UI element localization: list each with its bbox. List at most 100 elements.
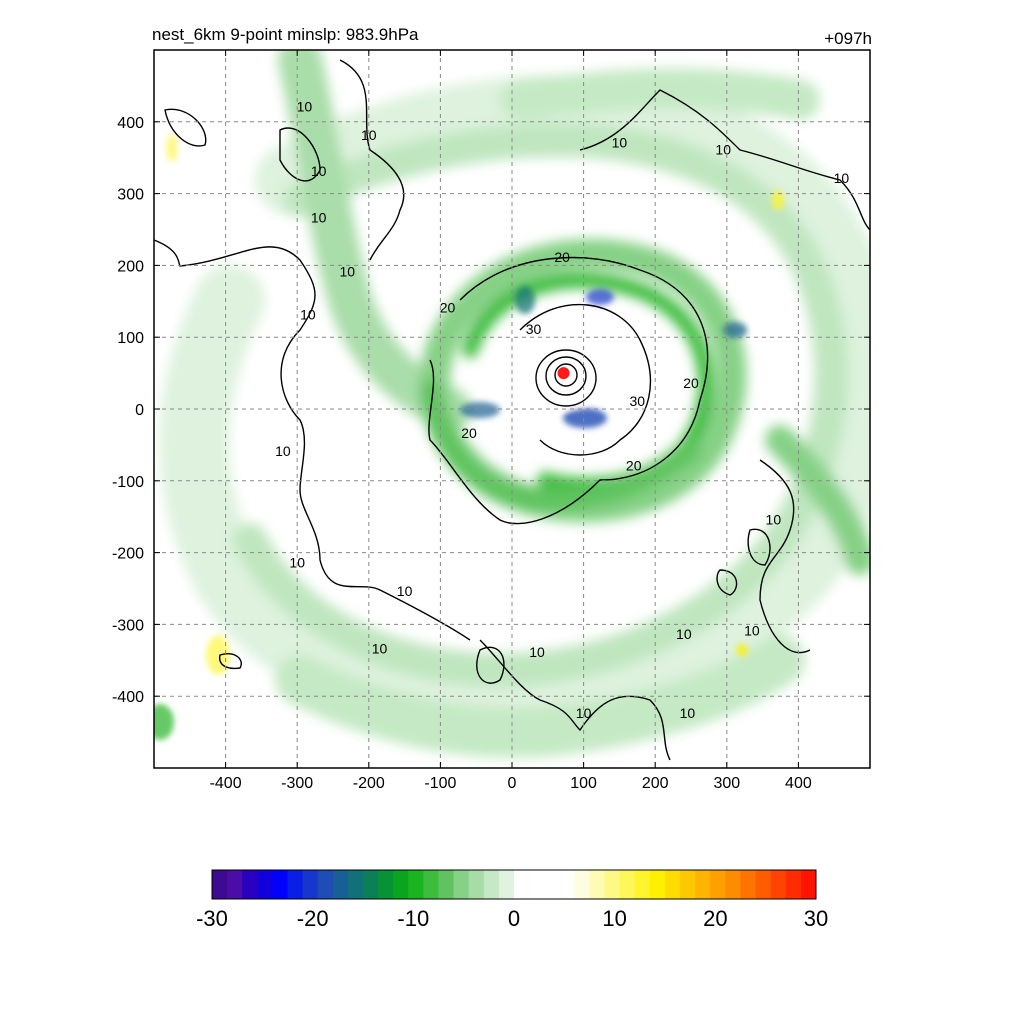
x-tick-label: 100 xyxy=(570,775,597,792)
contour-label: 10 xyxy=(576,705,592,721)
core-blue-3 xyxy=(586,289,614,305)
contour-label: 10 xyxy=(340,264,356,280)
contour-lines xyxy=(154,59,870,761)
contour-20 xyxy=(428,256,709,525)
contour-10-west xyxy=(154,239,471,641)
contour-label: 10 xyxy=(361,127,377,143)
contour-label: 20 xyxy=(626,457,642,473)
yellow-patch-3 xyxy=(772,190,784,210)
colorbar-cell xyxy=(287,870,304,899)
x-tick-label: -400 xyxy=(210,775,242,792)
core-blue-4 xyxy=(515,286,535,314)
core-blue-1 xyxy=(563,408,607,428)
contour-label: 10 xyxy=(529,644,545,660)
colorbar-cell xyxy=(800,870,817,899)
contour-label: 10 xyxy=(297,98,313,114)
colorbar-cell xyxy=(272,870,288,899)
colorbar-cell xyxy=(649,870,666,899)
colorbar-tick-label: -10 xyxy=(397,906,429,931)
contour-label: 10 xyxy=(397,583,413,599)
colorbar-cell xyxy=(498,870,515,899)
colorbar-cell xyxy=(604,870,621,899)
top-band xyxy=(500,68,820,120)
core-blue-5 xyxy=(723,322,747,338)
y-tick-label: 200 xyxy=(117,258,144,275)
colorbar-cell xyxy=(468,870,485,899)
colorbar-tick-label: -20 xyxy=(297,906,329,931)
contour-label: 10 xyxy=(766,511,782,527)
contour-label: 10 xyxy=(311,210,327,226)
colorbar-tick-label: 10 xyxy=(602,906,626,931)
x-tick-label: 300 xyxy=(713,775,740,792)
y-tick-label: 400 xyxy=(117,115,144,132)
colorbar-cell xyxy=(634,870,651,899)
forecast-hour-label: +097h xyxy=(824,29,872,48)
right-band xyxy=(765,425,870,575)
colorbar-cell xyxy=(212,870,228,899)
colorbar-cell xyxy=(408,870,424,899)
x-tick-label: -100 xyxy=(424,775,456,792)
contour-label: 20 xyxy=(440,299,456,315)
colorbar-cell xyxy=(695,870,711,899)
y-tick-label: -200 xyxy=(112,546,144,563)
colorbar-tick-label: 20 xyxy=(703,906,727,931)
colorbar-cell xyxy=(740,870,757,899)
contour-closed-4 xyxy=(747,528,771,566)
y-axis: 400 300 200 100 0 -100 -200 -300 -400 xyxy=(112,115,870,706)
colorbar-cell xyxy=(544,870,560,899)
green-patch-sw xyxy=(154,704,174,740)
contour-closed-3 xyxy=(476,646,505,684)
eye-contour-3 xyxy=(554,363,578,387)
left-band xyxy=(278,50,472,432)
contour-label: 20 xyxy=(554,249,570,265)
colorbar-tick-label: 0 xyxy=(508,906,520,931)
colorbar-cell xyxy=(725,870,741,899)
colorbar-cell xyxy=(317,870,334,899)
contour-label: 10 xyxy=(300,307,316,323)
contour-10-ne xyxy=(579,89,870,231)
eye-contour-1 xyxy=(535,349,597,407)
colorbar-cell xyxy=(589,870,606,899)
y-tick-label: 0 xyxy=(135,402,144,419)
contour-label: 10 xyxy=(834,170,850,186)
colorbar-cell xyxy=(227,870,243,899)
colorbar-cell xyxy=(438,870,455,899)
colorbar-cell xyxy=(393,870,409,899)
colorbar: -30 -20 -10 0 10 20 30 xyxy=(196,869,828,931)
y-tick-label: -300 xyxy=(112,617,144,634)
colorbar-cell xyxy=(665,870,681,899)
colorbar-cell xyxy=(423,870,439,899)
outer-band-mid xyxy=(233,122,849,688)
colorbar-labels: -30 -20 -10 0 10 20 30 xyxy=(196,906,828,931)
colorbar-cell xyxy=(710,870,726,899)
eye-contour-2 xyxy=(545,356,587,396)
x-tick-label: 200 xyxy=(642,775,669,792)
colorbar-cell xyxy=(755,870,772,899)
colorbar-cell xyxy=(785,870,802,899)
contour-label: 20 xyxy=(683,375,699,391)
yellow-patch-2 xyxy=(206,635,230,675)
contour-label: 30 xyxy=(526,321,542,337)
contour-10-north xyxy=(339,59,405,261)
x-tick-label: 0 xyxy=(508,775,517,792)
contour-label: 10 xyxy=(372,641,388,657)
core-blue-2 xyxy=(460,402,500,418)
contour-closed-6 xyxy=(218,653,242,670)
contour-30 xyxy=(519,303,652,456)
colorbar-cell xyxy=(363,870,379,899)
colorbar-cell xyxy=(680,870,696,899)
contour-label: 10 xyxy=(612,134,628,150)
yellow-patch-1 xyxy=(166,134,178,162)
contour-10-south xyxy=(479,639,671,761)
contour-closed-5 xyxy=(716,569,738,596)
colorbar-cell xyxy=(514,870,530,899)
contour-label: 20 xyxy=(461,425,477,441)
colorbar-cell xyxy=(332,870,349,899)
contour-closed-1 xyxy=(279,127,321,182)
colorbar-tick-label: -30 xyxy=(196,906,228,931)
contour-10-east xyxy=(759,459,811,654)
colorbar-cell xyxy=(347,870,364,899)
contour-label: 10 xyxy=(676,626,692,642)
contour-label: 10 xyxy=(715,142,731,158)
lower-band xyxy=(275,635,805,758)
